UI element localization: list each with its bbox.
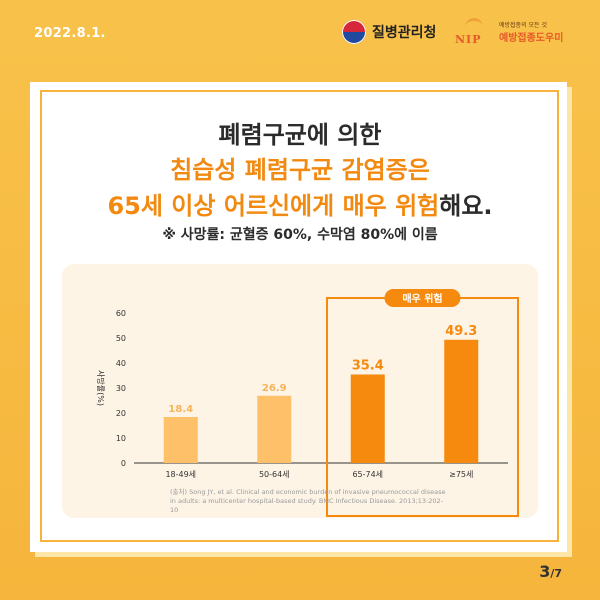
headline-line-3-end: 해요. [439,192,493,220]
y-tick-label: 20 [116,409,126,418]
highlight-badge [384,289,461,307]
bar-≥75세 [444,339,479,463]
date-label: 2022.8.1. [34,26,106,41]
headline-line-3-highlight: 65세 이상 어르신에게 매우 위험 [107,192,440,220]
bar-18-49세 [163,417,198,463]
taegeuk-logo-icon [342,20,366,44]
bar-value-label: 35.4 [352,359,384,374]
bar-value-label: 49.3 [445,324,477,339]
headline-line-3: 65세 이상 어르신에게 매우 위험해요. [0,186,600,221]
y-tick-label: 60 [116,309,126,318]
y-tick-label: 0 [121,459,126,468]
kdca-brand: 질병관리청 [342,20,436,44]
bar-value-label: 26.9 [262,383,287,394]
x-tick-label: ≥75세 [449,470,473,479]
mortality-note: ※ 사망률: 균혈증 60%, 수막염 80%에 이름 [162,227,438,243]
page-current: 3 [539,562,551,581]
mortality-bar-chart: 0 10 20 30 40 50 60 사망률(%) 매우 위험 18.4 18-49세 26.9 50… [96,289,519,517]
agency-name: 질병관리청 [372,25,437,41]
source-line-2: in adults: a multicenter hospital-based … [170,497,443,515]
y-tick-label: 30 [116,384,126,393]
headline-line-1: 폐렴구균에 의한 [218,121,382,149]
page-total: /7 [550,567,562,580]
source-citation: (출처) Song JY, et al. Clinical and econom… [170,488,450,515]
page-indicator: 3/7 [539,562,562,581]
nip-letters: NIP [455,33,482,46]
headline-line-2: 침습성 폐렴구균 감염증은 [170,156,430,184]
x-tick-label: 50-64세 [259,470,290,479]
bar-50-64세 [257,395,292,463]
y-tick-label: 40 [116,359,126,368]
source-line-1: (출처) Song JY, et al. Clinical and econom… [170,488,446,496]
y-tick-label: 50 [116,334,126,343]
nip-name: 예방접종도우미 [499,33,564,44]
bar-value-label: 18.4 [168,404,193,415]
nip-logo-icon: NIP [455,18,495,46]
y-axis-label: 사망률(%) [96,370,106,406]
nip-tagline: 예방접종의 모든 것 [499,22,547,29]
highlight-badge-label: 매우 위험 [402,292,442,305]
y-tick-label: 10 [116,434,126,443]
nip-brand: NIP 예방접종의 모든 것 예방접종도우미 [455,18,563,46]
x-tick-label: 18-49세 [165,470,196,479]
bar-65-74세 [350,374,385,463]
x-tick-label: 65-74세 [352,470,383,479]
